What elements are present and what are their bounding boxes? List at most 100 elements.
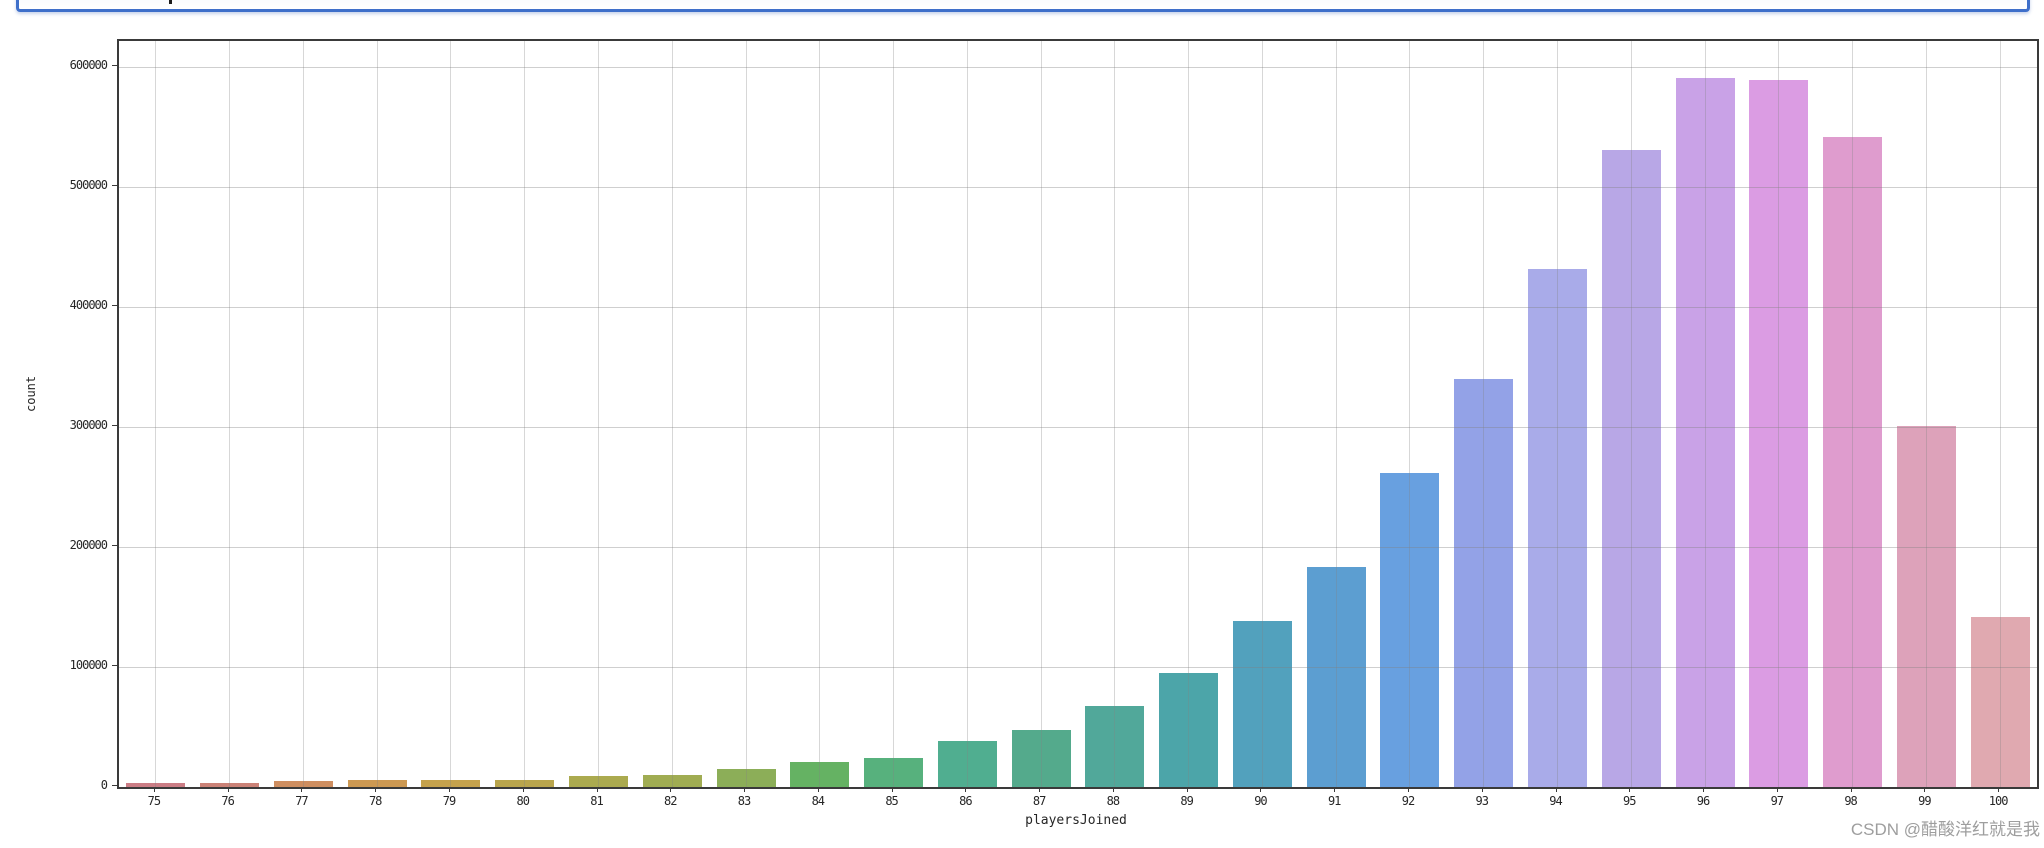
bar-91[interactable] — [1306, 567, 1366, 787]
bar-77[interactable] — [273, 781, 333, 787]
bar-99[interactable] — [1896, 425, 1956, 787]
bar-89[interactable] — [1159, 673, 1219, 787]
bar-96[interactable] — [1675, 77, 1735, 787]
bar-87[interactable] — [1011, 730, 1071, 787]
v-gridline — [1704, 41, 1706, 787]
bar-88[interactable] — [1085, 706, 1145, 787]
y-tick-mark — [112, 425, 117, 426]
x-tick-label: 75 — [147, 794, 161, 808]
x-tick-label: 85 — [885, 794, 898, 808]
v-gridline — [450, 41, 452, 787]
x-tick-label: 94 — [1549, 794, 1562, 808]
v-gridline — [966, 41, 968, 787]
x-tick-label: 78 — [368, 794, 382, 808]
y-tick-mark — [112, 545, 117, 546]
y-tick-label: 200000 — [69, 538, 108, 552]
bar-75[interactable] — [126, 783, 186, 787]
bar-79[interactable] — [421, 780, 481, 787]
x-tick-mark — [596, 787, 598, 792]
bar-81[interactable] — [569, 775, 628, 787]
h-gridline — [119, 666, 2037, 668]
x-tick-label: 99 — [1918, 794, 1931, 808]
x-tick-label: 88 — [1106, 794, 1120, 808]
x-tick-label: 83 — [737, 794, 751, 808]
bar-86[interactable] — [937, 741, 997, 787]
v-gridline — [1630, 41, 1632, 787]
v-gridline — [1852, 41, 1854, 787]
bar-78[interactable] — [347, 779, 407, 787]
bar-76[interactable] — [200, 783, 260, 787]
x-tick-mark — [1039, 787, 1041, 792]
x-tick-label: 96 — [1696, 794, 1710, 808]
bar-93[interactable] — [1454, 379, 1514, 787]
x-tick-mark — [301, 787, 303, 792]
v-gridline — [1483, 41, 1485, 787]
x-tick-label: 97 — [1770, 794, 1784, 808]
y-tick-mark — [112, 785, 117, 786]
x-tick-mark — [522, 787, 524, 792]
x-tick-label: 93 — [1475, 794, 1488, 808]
x-tick-mark — [817, 787, 819, 792]
x-tick-label: 90 — [1254, 794, 1267, 808]
x-tick-mark — [1112, 787, 1114, 792]
y-tick-label: 0 — [100, 778, 108, 792]
v-gridline — [1925, 41, 1927, 787]
v-gridline — [893, 41, 895, 787]
bar-90[interactable] — [1232, 621, 1292, 787]
bar-85[interactable] — [864, 758, 924, 787]
x-tick-label: 91 — [1327, 794, 1341, 808]
v-gridline — [671, 41, 673, 787]
x-tick-label: 77 — [295, 794, 308, 808]
x-tick-mark — [1924, 787, 1926, 792]
x-tick-label: 100 — [1988, 794, 2009, 808]
x-tick-label: 89 — [1180, 794, 1193, 808]
x-tick-mark — [153, 787, 155, 792]
x-tick-mark — [1998, 787, 2000, 792]
text-cursor-remnant — [169, 0, 172, 4]
x-tick-mark — [1850, 787, 1852, 792]
bar-92[interactable] — [1380, 472, 1440, 787]
v-gridline — [376, 41, 378, 787]
x-tick-label: 82 — [664, 794, 677, 808]
v-gridline — [1778, 41, 1780, 787]
v-gridline — [598, 41, 599, 787]
bar-82[interactable] — [642, 775, 702, 787]
x-tick-mark — [227, 787, 229, 792]
bar-84[interactable] — [790, 761, 850, 787]
bar-95[interactable] — [1601, 149, 1661, 787]
bar-94[interactable] — [1528, 268, 1587, 787]
v-gridline — [1557, 41, 1558, 787]
x-tick-label: 87 — [1032, 794, 1046, 808]
v-gridline — [1261, 41, 1263, 787]
h-gridline — [119, 546, 2037, 548]
y-tick-label: 100000 — [69, 658, 108, 672]
x-tick-label: 95 — [1623, 794, 1636, 808]
x-tick-label: 76 — [221, 794, 234, 808]
x-tick-label: 98 — [1844, 794, 1857, 808]
x-tick-mark — [1776, 787, 1778, 792]
h-gridline — [119, 66, 2037, 68]
v-gridline — [1114, 41, 1116, 787]
x-tick-label: 81 — [590, 794, 603, 808]
v-gridline — [229, 41, 231, 787]
x-tick-mark — [1481, 787, 1483, 792]
csdn-watermark: CSDN @醋酸洋红就是我 — [1850, 820, 2040, 839]
x-tick-mark — [375, 787, 377, 792]
y-tick-mark — [112, 65, 117, 66]
v-gridline — [1999, 41, 2001, 787]
x-tick-mark — [1555, 787, 1557, 792]
x-tick-mark — [744, 787, 746, 792]
v-gridline — [1409, 41, 1411, 787]
bar-83[interactable] — [716, 769, 776, 787]
v-gridline — [1188, 41, 1190, 787]
bar-98[interactable] — [1823, 136, 1883, 787]
bar-chart-figure: count 0 100000 200000 300000 400000 500000 600… — [0, 20, 2044, 848]
text-input[interactable] — [16, 0, 2030, 12]
bar-80[interactable] — [495, 779, 555, 787]
x-tick-label: 79 — [442, 794, 456, 808]
x-tick-mark — [1334, 787, 1336, 792]
x-axis-title: playersJoined — [1025, 813, 1127, 828]
bar-100[interactable] — [1970, 616, 2030, 787]
bar-97[interactable] — [1749, 80, 1809, 787]
